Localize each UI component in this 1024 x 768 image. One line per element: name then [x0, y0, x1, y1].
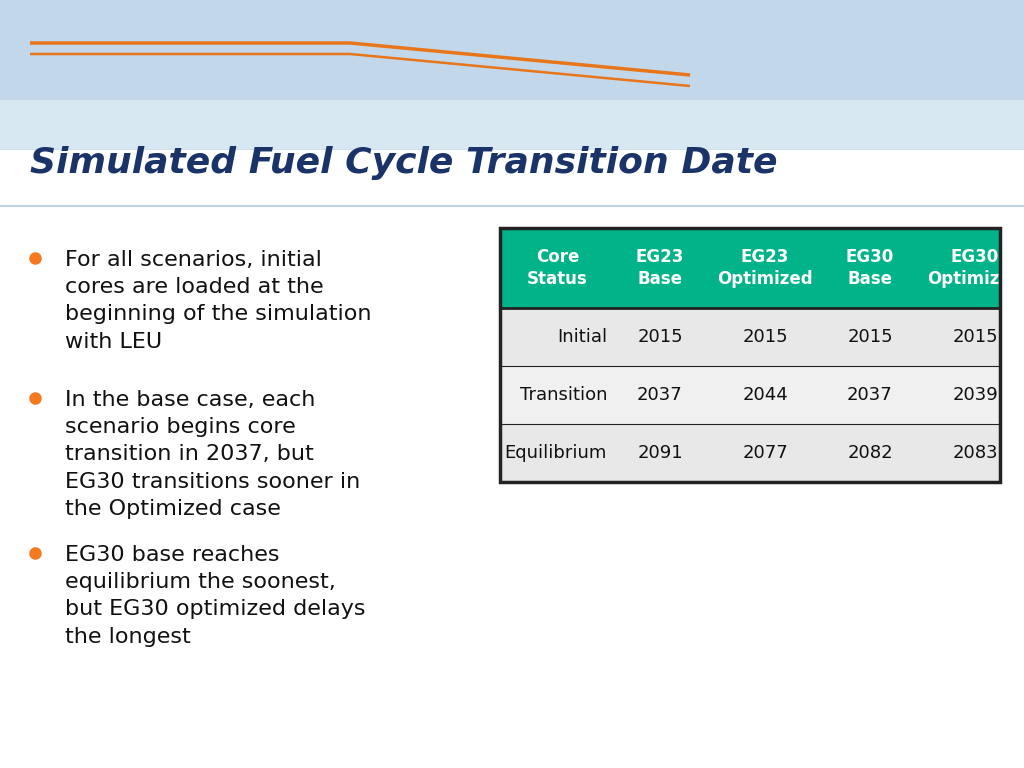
Text: EG30
Base: EG30 Base: [846, 248, 894, 288]
Text: EG30 base reaches
equilibrium the soonest,
but EG30 optimized delays
the longest: EG30 base reaches equilibrium the soones…: [65, 545, 366, 647]
Bar: [0, 100, 1024, 150]
Text: 2083: 2083: [952, 444, 997, 462]
Text: In the base case, each
scenario begins core
transition in 2037, but
EG30 transit: In the base case, each scenario begins c…: [65, 390, 360, 519]
Text: Initial: Initial: [557, 328, 607, 346]
Bar: [500, 228, 1000, 482]
Bar: [0, 150, 1024, 178]
Bar: [0, 0, 1024, 100]
Text: EG23
Optimized: EG23 Optimized: [717, 248, 813, 288]
Text: 2015: 2015: [952, 328, 997, 346]
Text: EG23
Base: EG23 Base: [636, 248, 684, 288]
Text: EG30
Optimized: EG30 Optimized: [927, 248, 1023, 288]
Bar: [500, 424, 1000, 482]
Text: 2077: 2077: [742, 444, 787, 462]
Text: 2015: 2015: [742, 328, 787, 346]
Text: 2039: 2039: [952, 386, 997, 404]
Text: 2037: 2037: [637, 386, 683, 404]
Bar: [0, 150, 1024, 208]
Text: 2091: 2091: [637, 444, 683, 462]
Bar: [0, 178, 1024, 768]
Text: Simulated Fuel Cycle Transition Date: Simulated Fuel Cycle Transition Date: [30, 146, 777, 180]
Text: 2037: 2037: [847, 386, 893, 404]
Bar: [500, 308, 1000, 366]
Bar: [500, 228, 1000, 308]
Text: 2015: 2015: [637, 328, 683, 346]
Text: 2015: 2015: [847, 328, 893, 346]
Text: For all scenarios, initial
cores are loaded at the
beginning of the simulation
w: For all scenarios, initial cores are loa…: [65, 250, 372, 352]
Text: 2082: 2082: [847, 444, 893, 462]
Text: Core
Status: Core Status: [527, 248, 588, 288]
Bar: [500, 366, 1000, 424]
Text: Equilibrium: Equilibrium: [505, 444, 607, 462]
Text: Transition: Transition: [519, 386, 607, 404]
Text: 2044: 2044: [742, 386, 787, 404]
